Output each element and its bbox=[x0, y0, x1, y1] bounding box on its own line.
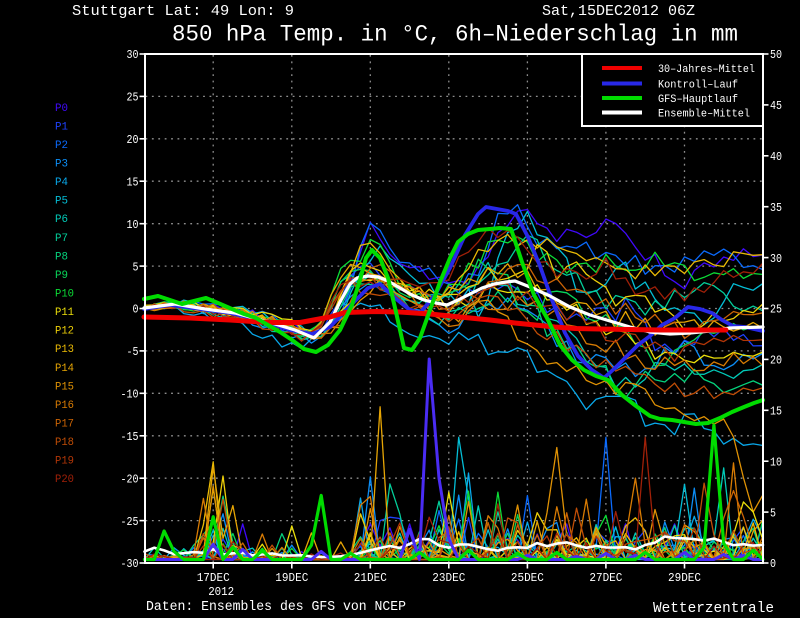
svg-text:-25: -25 bbox=[121, 515, 139, 529]
svg-text:Ensemble–Mittel: Ensemble–Mittel bbox=[658, 108, 750, 120]
svg-text:P17: P17 bbox=[55, 419, 74, 431]
svg-text:-30: -30 bbox=[121, 557, 139, 571]
svg-text:10: 10 bbox=[770, 455, 782, 469]
svg-text:Kontroll–Lauf: Kontroll–Lauf bbox=[658, 79, 738, 91]
svg-text:35: 35 bbox=[770, 201, 782, 215]
svg-text:15: 15 bbox=[770, 405, 782, 419]
svg-text:GFS–Hauptlauf: GFS–Hauptlauf bbox=[658, 94, 738, 106]
svg-text:2012: 2012 bbox=[208, 586, 234, 599]
svg-text:P5: P5 bbox=[55, 196, 68, 208]
svg-text:27DEC: 27DEC bbox=[589, 572, 622, 585]
svg-text:Daten: Ensembles des GFS von N: Daten: Ensembles des GFS von NCEP bbox=[146, 600, 406, 615]
svg-text:P3: P3 bbox=[55, 159, 68, 171]
svg-text:P13: P13 bbox=[55, 344, 74, 356]
svg-text:50: 50 bbox=[770, 48, 782, 62]
svg-text:23DEC: 23DEC bbox=[432, 572, 465, 585]
svg-text:5: 5 bbox=[133, 260, 139, 274]
svg-text:30–Jahres–Mittel: 30–Jahres–Mittel bbox=[658, 64, 755, 76]
svg-text:30: 30 bbox=[127, 48, 139, 62]
svg-text:0: 0 bbox=[133, 303, 139, 317]
svg-text:19DEC: 19DEC bbox=[275, 572, 308, 585]
svg-text:-15: -15 bbox=[121, 430, 139, 444]
svg-text:-10: -10 bbox=[121, 388, 139, 402]
svg-text:25: 25 bbox=[770, 303, 782, 317]
svg-text:15: 15 bbox=[127, 175, 139, 189]
svg-text:P8: P8 bbox=[55, 251, 68, 263]
svg-text:P10: P10 bbox=[55, 289, 74, 301]
svg-text:P14: P14 bbox=[55, 363, 74, 375]
svg-text:P15: P15 bbox=[55, 381, 74, 393]
svg-text:P19: P19 bbox=[55, 456, 74, 468]
svg-text:P2: P2 bbox=[55, 140, 68, 152]
svg-text:5: 5 bbox=[770, 506, 776, 520]
svg-text:20: 20 bbox=[127, 133, 139, 147]
svg-text:P16: P16 bbox=[55, 400, 74, 412]
svg-text:P18: P18 bbox=[55, 437, 74, 449]
svg-text:850 hPa Temp. in °C, 6h–Nieder: 850 hPa Temp. in °C, 6h–Niederschlag in … bbox=[172, 22, 738, 49]
svg-text:P4: P4 bbox=[55, 177, 68, 189]
svg-text:P0: P0 bbox=[55, 103, 68, 115]
svg-text:P1: P1 bbox=[55, 121, 68, 133]
svg-text:-5: -5 bbox=[127, 345, 139, 359]
svg-text:29DEC: 29DEC bbox=[668, 572, 701, 585]
svg-text:0: 0 bbox=[770, 557, 776, 571]
svg-text:Wetterzentrale: Wetterzentrale bbox=[653, 601, 774, 617]
svg-text:21DEC: 21DEC bbox=[354, 572, 387, 585]
svg-text:17DEC: 17DEC bbox=[197, 572, 230, 585]
svg-text:P12: P12 bbox=[55, 326, 74, 338]
svg-text:45: 45 bbox=[770, 99, 782, 113]
svg-text:-20: -20 bbox=[121, 472, 139, 486]
svg-text:Sat,15DEC2012 06Z: Sat,15DEC2012 06Z bbox=[542, 3, 695, 20]
svg-text:10: 10 bbox=[127, 218, 139, 232]
svg-text:20: 20 bbox=[770, 354, 782, 368]
svg-text:P6: P6 bbox=[55, 214, 68, 226]
svg-text:P11: P11 bbox=[55, 307, 74, 319]
svg-text:P9: P9 bbox=[55, 270, 68, 282]
svg-text:P20: P20 bbox=[55, 474, 74, 486]
svg-text:40: 40 bbox=[770, 150, 782, 164]
svg-text:P7: P7 bbox=[55, 233, 68, 245]
svg-text:30: 30 bbox=[770, 252, 782, 266]
svg-text:25DEC: 25DEC bbox=[511, 572, 544, 585]
svg-text:Stuttgart Lat: 49 Lon: 9: Stuttgart Lat: 49 Lon: 9 bbox=[72, 3, 294, 20]
svg-text:25: 25 bbox=[127, 91, 139, 105]
